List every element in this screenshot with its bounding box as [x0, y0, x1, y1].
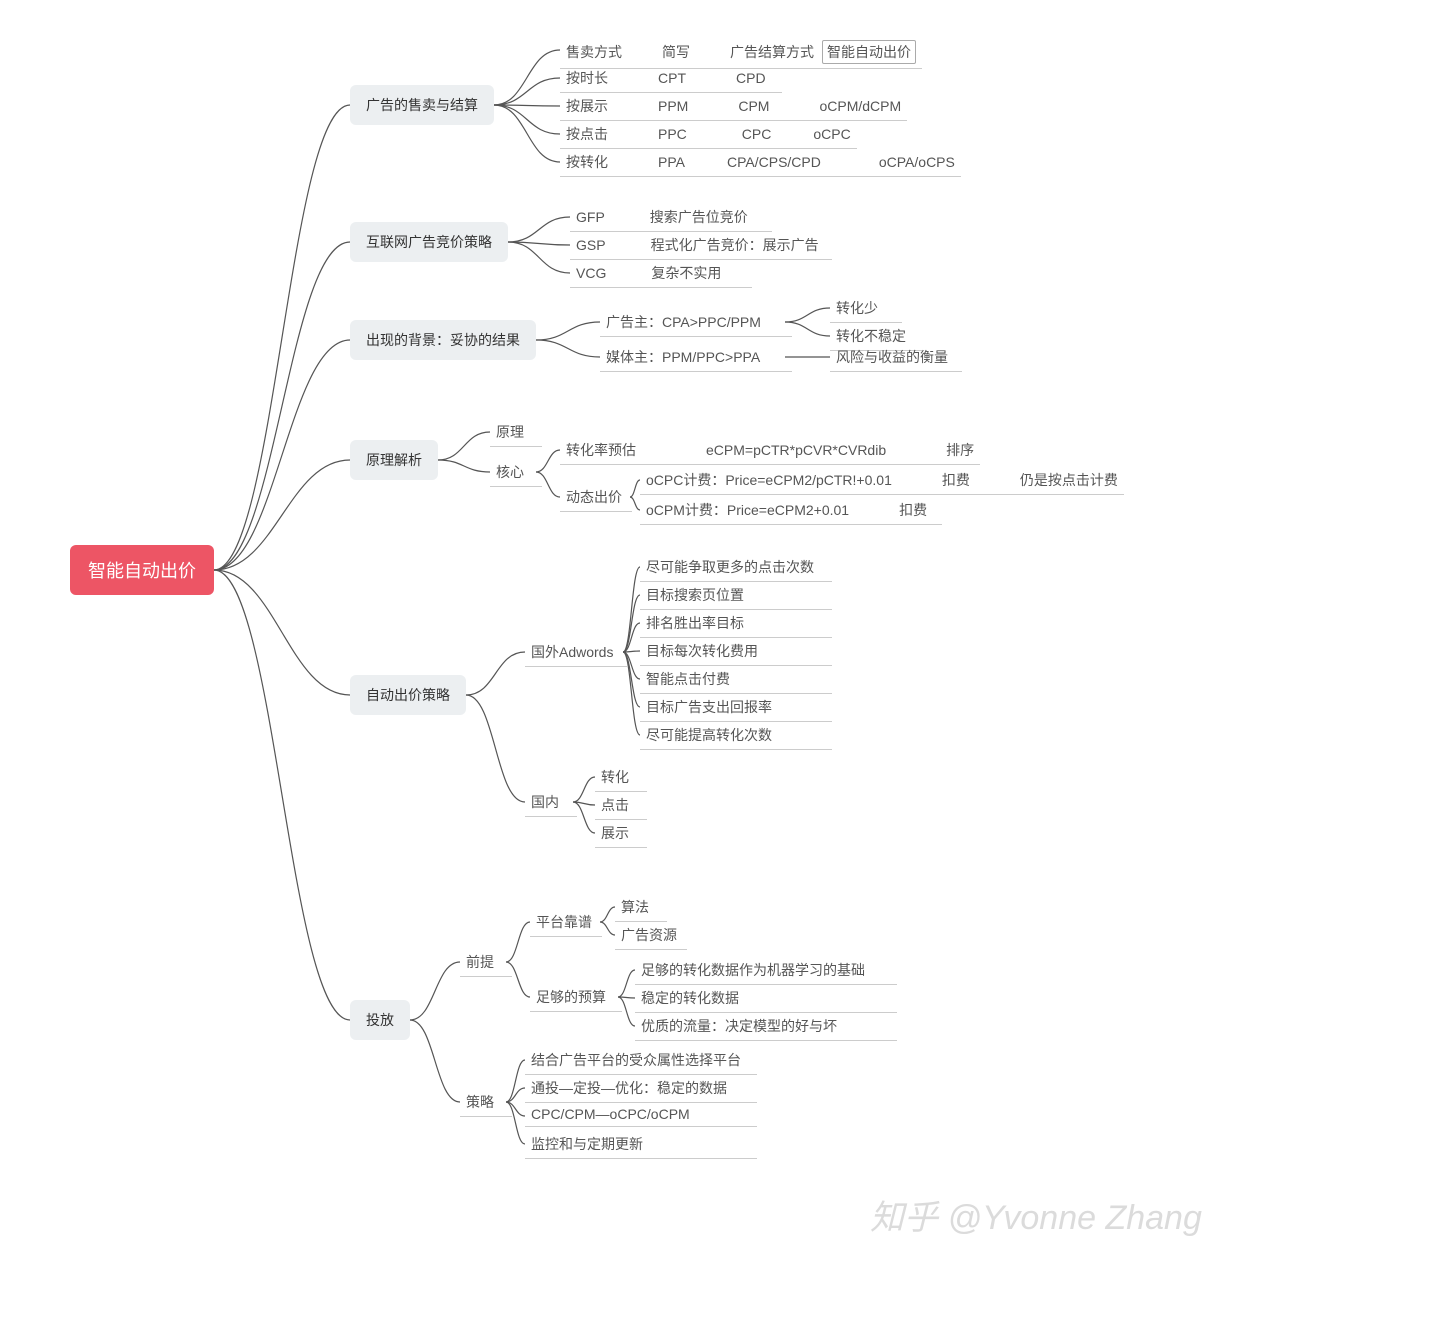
b3-dyn-row: oCPC计费：Price=eCPM2/pCTR!+0.01扣费仍是按点击计费	[640, 468, 1124, 495]
b5-budget-item: 稳定的转化数据	[635, 986, 897, 1013]
b4-domestic: 国内	[525, 790, 577, 817]
b5-strategy: 策略	[460, 1090, 512, 1117]
b4-foreign-item: 目标搜索页位置	[640, 583, 832, 610]
branch-box: 自动出价策略	[350, 675, 466, 715]
b4-foreign-item: 尽可能争取更多的点击次数	[640, 555, 832, 582]
b1-row: VCG复杂不实用	[570, 261, 752, 288]
b2-sub: 风险与收益的衡量	[830, 345, 962, 372]
branch-box: 原理解析	[350, 440, 438, 480]
b5-strategy-item: CPC/CPM—oCPC/oCPM	[525, 1104, 757, 1127]
branch-box: 出现的背景：妥协的结果	[350, 320, 536, 360]
b3-core-row: 转化率预估eCPM=pCTR*pCVR*CVRdib排序	[560, 438, 980, 465]
b1-row: GSP程式化广告竞价：展示广告	[570, 233, 832, 260]
branch-box: 投放	[350, 1000, 410, 1040]
b0-row: 按展示PPMCPMoCPM/dCPM	[560, 94, 907, 121]
b1-row: GFP搜索广告位竞价	[570, 205, 772, 232]
b3-principle: 原理	[490, 420, 542, 447]
b5-budget: 足够的预算	[530, 985, 622, 1012]
b4-foreign: 国外Adwords	[525, 640, 627, 667]
b5-strategy-item: 监控和与定期更新	[525, 1132, 757, 1159]
b5-platform: 平台靠谱	[530, 910, 602, 937]
b5-strategy-item: 结合广告平台的受众属性选择平台	[525, 1048, 757, 1075]
b4-foreign-item: 排名胜出率目标	[640, 611, 832, 638]
b0-row: 售卖方式简写广告结算方式智能自动出价	[560, 38, 922, 69]
b3-dyn-row: oCPM计费：Price=eCPM2+0.01扣费	[640, 498, 942, 525]
b4-domestic-item: 展示	[595, 821, 647, 848]
b5-budget-item: 足够的转化数据作为机器学习的基础	[635, 958, 897, 985]
b4-foreign-item: 目标每次转化费用	[640, 639, 832, 666]
b5-plat-item: 算法	[615, 895, 667, 922]
b2-row: 广告主：CPA>PPC/PPM	[600, 310, 792, 337]
b0-row: 按点击PPCCPCoCPC	[560, 122, 857, 149]
b2-row: 媒体主：PPM/PPC>PPA	[600, 345, 792, 372]
b5-budget-item: 优质的流量：决定模型的好与坏	[635, 1014, 897, 1041]
b4-foreign-item: 目标广告支出回报率	[640, 695, 832, 722]
b0-row: 按时长CPTCPD	[560, 66, 782, 93]
mindmap-canvas: 智能自动出价 广告的售卖与结算互联网广告竞价策略出现的背景：妥协的结果原理解析自动…	[0, 0, 1440, 1339]
b3-dyn: 动态出价	[560, 485, 632, 512]
b4-domestic-item: 点击	[595, 793, 647, 820]
root-node: 智能自动出价	[70, 545, 214, 595]
b4-foreign-item: 智能点击付费	[640, 667, 832, 694]
branch-box: 互联网广告竞价策略	[350, 222, 508, 262]
b0-row: 按转化PPACPA/CPS/CPDoCPA/oCPS	[560, 150, 961, 177]
b3-core: 核心	[490, 460, 542, 487]
branch-box: 广告的售卖与结算	[350, 85, 494, 125]
b5-precond: 前提	[460, 950, 512, 977]
b2-sub: 转化少	[830, 296, 902, 323]
b4-foreign-item: 尽可能提高转化次数	[640, 723, 832, 750]
b5-strategy-item: 通投—定投—优化：稳定的数据	[525, 1076, 757, 1103]
b5-plat-item: 广告资源	[615, 923, 687, 950]
b4-domestic-item: 转化	[595, 765, 647, 792]
watermark: 知乎 @Yvonne Zhang	[870, 1190, 1202, 1239]
